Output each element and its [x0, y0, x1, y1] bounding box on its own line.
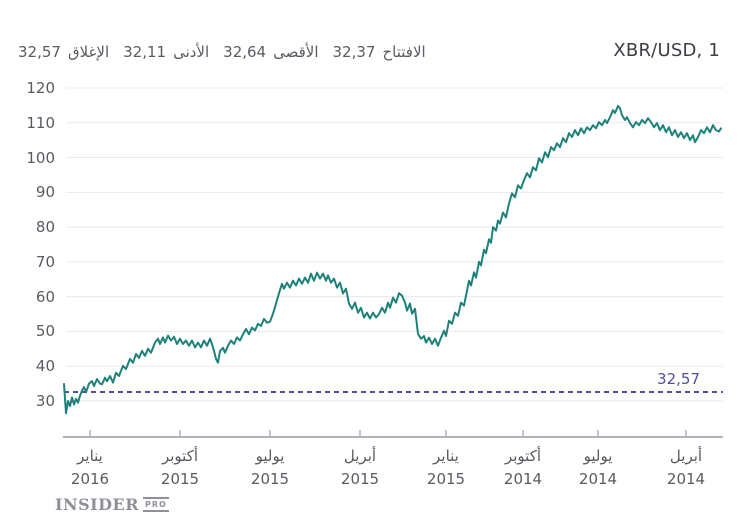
stat-open-value: 32,37 — [332, 43, 376, 61]
y-axis-label: 110 — [26, 113, 55, 132]
x-axis-label-year: 2015 — [340, 470, 380, 488]
logo-pro-badge: PRO — [143, 497, 169, 512]
x-axis-label-year: 2016 — [70, 470, 110, 488]
symbol-title: XBR/USD, 1 — [613, 40, 720, 61]
x-axis-label: يوليو 2014 — [551, 444, 645, 490]
x-axis-label-year: 2014 — [666, 470, 706, 488]
stat-low: الأدنى 32,11 — [123, 43, 209, 61]
x-axis-label: أبريل 2014 — [639, 444, 733, 490]
y-axis-label: 80 — [35, 218, 55, 237]
x-axis-label-month: أبريل — [669, 447, 703, 465]
x-axis-label-month: يوليو — [255, 447, 285, 465]
y-axis-label: 50 — [35, 322, 55, 341]
insiderpro-logo: INSIDER PRO — [55, 495, 169, 514]
y-axis-label: 100 — [26, 148, 55, 167]
stat-close-label: الإغلاق — [67, 43, 110, 61]
x-axis-label-month: يوليو — [583, 447, 613, 465]
close-price-label: 32,57 — [657, 370, 700, 389]
price-line-series — [63, 105, 722, 415]
y-axis-label: 30 — [35, 392, 55, 410]
stat-low-value: 32,11 — [123, 43, 167, 61]
logo-insider-text: INSIDER — [55, 495, 140, 514]
y-axis-label: 120 — [26, 78, 55, 97]
y-axis-label: 90 — [35, 183, 55, 202]
y-axis-label: 60 — [35, 287, 55, 306]
x-axis-label-year: 2014 — [578, 470, 618, 488]
x-axis-label-year: 2015 — [160, 470, 200, 488]
ohlc-stats: الافتتاح 32,37 الأقصى 32,64 الأدنى 32,11 الإغل… — [18, 43, 426, 61]
x-axis-label-year: 2015 — [426, 470, 466, 488]
stat-close-value: 32,57 — [18, 43, 61, 61]
stat-open-label: الافتتاح — [382, 43, 426, 61]
x-axis-label: أكتوبر 2015 — [133, 444, 227, 490]
x-axis-label-month: أكتوبر — [161, 447, 199, 465]
stat-open: الافتتاح 32,37 — [333, 43, 426, 61]
stat-close: الإغلاق 32,57 — [18, 43, 109, 61]
x-axis-label: أبريل 2015 — [313, 444, 407, 490]
stat-high-value: 32,64 — [223, 43, 267, 61]
x-axis-label-month: أبريل — [343, 447, 377, 465]
x-axis-label-month: يناير — [433, 447, 459, 465]
x-axis-label-year: 2014 — [503, 470, 543, 488]
x-axis-label-year: 2015 — [250, 470, 290, 488]
x-axis-label: يوليو 2015 — [223, 444, 317, 490]
y-axis-label: 70 — [35, 252, 55, 271]
stat-high: الأقصى 32,64 — [223, 43, 318, 61]
x-axis-label-month: يناير — [77, 447, 103, 465]
x-axis-label-month: أكتوبر — [504, 447, 542, 465]
x-axis-label: يناير 2016 — [43, 444, 137, 490]
x-axis-label: يناير 2015 — [399, 444, 493, 490]
stat-high-label: الأقصى — [273, 43, 319, 61]
y-axis-label: 40 — [35, 357, 55, 376]
stat-low-label: الأدنى — [173, 43, 210, 61]
x-axis-label: أكتوبر 2014 — [476, 444, 570, 490]
